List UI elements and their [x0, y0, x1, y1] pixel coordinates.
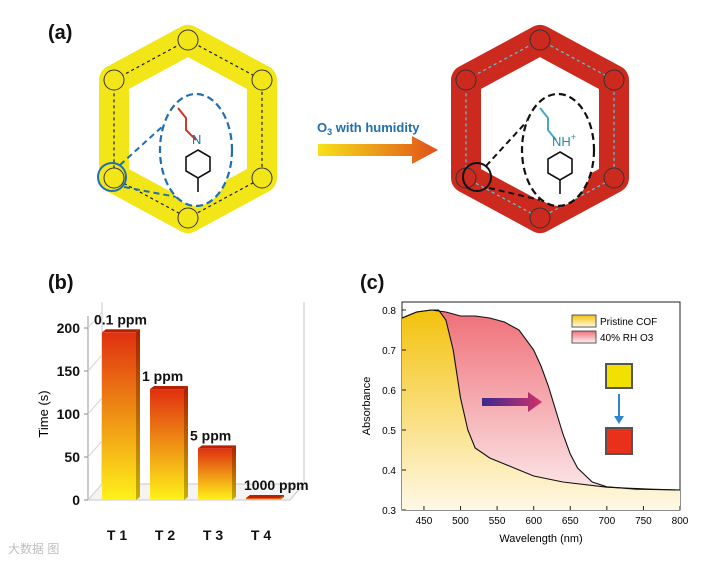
bar-data-label: 0.1 ppm: [94, 311, 147, 327]
series-area-pristine: [402, 310, 680, 510]
y-tick-label: 0.6: [382, 386, 396, 397]
legend-swatch-ozone: [571, 330, 597, 344]
zoom-circle-right: [462, 162, 492, 192]
sample-swatch-pristine: [605, 363, 633, 389]
y-tick-label: 0.8: [382, 306, 396, 317]
bar-data-label: 5 ppm: [190, 427, 231, 443]
grid-depth-line: [87, 440, 103, 458]
y-tick-label: 100: [57, 406, 81, 422]
x-tick-label: T 3: [203, 527, 223, 543]
bar-data-label: 1000 ppm: [244, 477, 309, 493]
bar-data-label: 1 ppm: [142, 368, 183, 384]
scheme-figure: N O3 with humidity NH+: [97, 25, 629, 233]
grid-depth-line: [87, 483, 103, 501]
legend-label-ozone: 40% RH O3: [600, 333, 654, 344]
bar: [150, 389, 184, 500]
bar-side: [232, 445, 236, 500]
y-axis-label: Time (s): [36, 390, 51, 437]
bar: [246, 498, 280, 500]
bar-top: [198, 445, 236, 449]
bar-side: [184, 386, 188, 500]
y-tick-label: 50: [64, 449, 80, 465]
grid-depth-line: [87, 311, 103, 329]
bar-top: [102, 329, 140, 333]
series-line-pristine: [401, 309, 681, 491]
bar-top: [150, 386, 188, 390]
reaction-arrow: [318, 136, 438, 164]
cof-ring-ozone: [451, 25, 629, 233]
x-tick-label: 700: [598, 516, 615, 527]
arrow-label: O3 with humidity: [317, 120, 420, 137]
y-tick-label: 0.4: [382, 466, 396, 477]
legend-label-pristine: Pristine COF: [600, 317, 657, 328]
series-line-ozone: [401, 309, 681, 491]
bar: [102, 332, 136, 500]
zoom-ellipse-right: [520, 92, 596, 208]
bar-side: [136, 329, 140, 500]
zoom-circle-left: [97, 162, 127, 192]
y-tick-label: 0: [72, 492, 80, 508]
imine-label: N: [192, 132, 201, 147]
x-tick-label: T 1: [107, 527, 127, 543]
y-tick-label: 0.7: [382, 346, 396, 357]
legend-swatch-pristine: [571, 314, 597, 328]
x-tick-label: 550: [489, 516, 506, 527]
x-tick-label: 750: [635, 516, 652, 527]
y-tick-label: 0.3: [382, 506, 396, 517]
y-tick-label: 200: [57, 320, 81, 336]
iminium-label: NH+: [552, 132, 576, 149]
panel-label-b: (b): [48, 272, 74, 294]
y-tick-label: 150: [57, 363, 81, 379]
x-tick-label: 450: [416, 516, 433, 527]
shift-arrow: [482, 392, 542, 412]
sample-arrow-head: [614, 416, 624, 424]
bar-top: [246, 495, 284, 498]
y-axis-label: Absorbance: [361, 377, 373, 436]
panel-label-c: (c): [360, 272, 385, 294]
x-tick-label: 500: [452, 516, 469, 527]
bar-side: [280, 495, 284, 500]
x-tick-label: 650: [562, 516, 579, 527]
panel-label-a: (a): [48, 22, 73, 44]
sample-swatch-ozone: [605, 427, 633, 455]
x-axis-label: Wavelength (nm): [499, 533, 582, 545]
grid-depth-line: [87, 397, 103, 415]
grid-depth-line: [87, 354, 103, 372]
x-tick-label: T 4: [251, 527, 271, 543]
watermark-text: 大数据 图: [8, 542, 60, 556]
x-tick-label: 800: [672, 516, 689, 527]
bar: [198, 448, 232, 500]
cof-ring-pristine: [99, 25, 277, 233]
zoom-ellipse-left: [158, 92, 234, 208]
x-tick-label: 600: [525, 516, 542, 527]
y-tick-label: 0.5: [382, 426, 396, 437]
x-tick-label: T 2: [155, 527, 175, 543]
